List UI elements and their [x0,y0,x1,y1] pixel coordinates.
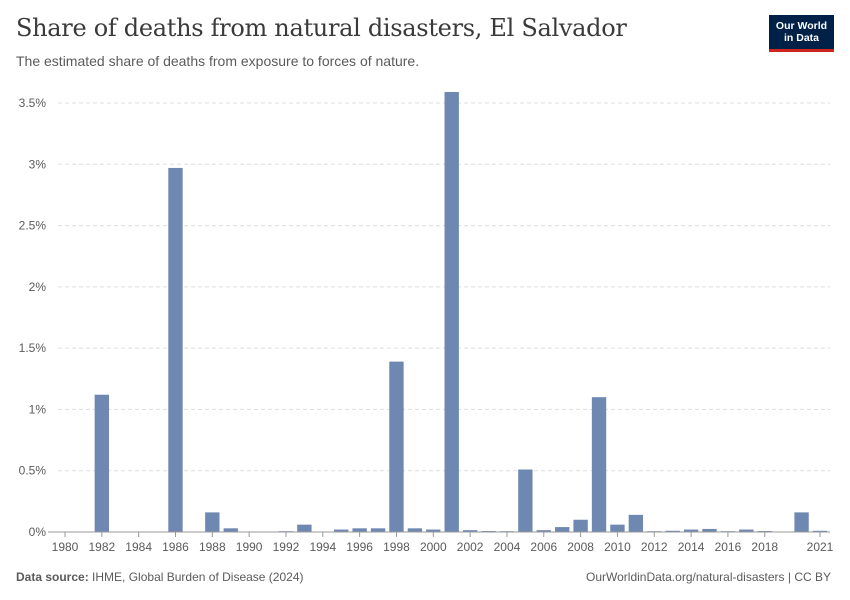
source-url[interactable]: OurWorldinData.org/natural-disasters | C… [586,570,831,584]
bar-1986[interactable] [168,167,183,532]
x-tick-label: 2000 [420,540,447,554]
data-source-link[interactable]: IHME, Global Burden of Disease (2024) [92,570,304,584]
x-tick-label: 1980 [52,540,79,554]
data-source-label: Data source: [16,570,89,584]
bar-1998[interactable] [389,361,404,532]
bar-2010[interactable] [610,524,625,532]
x-tick-label: 2016 [715,540,742,554]
logo-line-1: Our World [775,20,828,32]
bar-1993[interactable] [297,524,312,532]
x-tick-label: 1998 [383,540,410,554]
x-tick-label: 2018 [751,540,778,554]
y-tick-label: 0.5% [19,464,47,478]
bar-1999[interactable] [407,528,423,532]
x-tick-label: 2004 [494,540,521,554]
bar-2020[interactable] [794,512,809,532]
x-tick-label: 1990 [236,540,263,554]
bar-2000[interactable] [426,529,441,532]
y-tick-labels: 0% 0.5% 1% 1.5% 2% 2.5% 3% 3.5% [19,96,47,539]
owid-logo[interactable]: Our World in Data [769,15,834,52]
y-tick-label: 2.5% [19,219,47,233]
y-tick-label: 1.5% [19,341,47,355]
bar-2005[interactable] [518,469,533,532]
y-tick-label: 3% [29,157,47,171]
x-tick-label: 2012 [641,540,668,554]
bar-1988[interactable] [205,512,220,532]
data-source: Data source: IHME, Global Burden of Dise… [16,570,303,584]
y-tick-label: 2% [29,280,47,294]
x-tick-label: 1988 [199,540,226,554]
bar-2015[interactable] [702,528,717,532]
x-tick-label: 2021 [807,540,834,554]
y-tick-label: 1% [29,402,47,416]
bar-2011[interactable] [628,514,644,532]
bar-2007[interactable] [555,527,570,532]
x-tick-label: 1996 [346,540,373,554]
bar-2006[interactable] [536,530,551,532]
bar-2013[interactable] [665,530,680,532]
bar-1995[interactable] [334,529,349,532]
x-tick-label: 1994 [309,540,336,554]
bar-1989[interactable] [223,528,238,532]
x-tick-labels: 1980 1982 1984 1986 1988 1990 1992 1994 1996 1998… [52,532,834,554]
bar-2021[interactable] [812,530,828,532]
bar-2002[interactable] [462,530,478,532]
bar-2009[interactable] [591,397,607,532]
bar-2017[interactable] [739,529,754,532]
bar-1982[interactable] [94,394,110,532]
x-tick-label: 2008 [567,540,594,554]
x-tick-label: 1984 [125,540,152,554]
y-gridlines [58,102,830,472]
x-tick-label: 2010 [604,540,631,554]
bar-2001[interactable] [444,91,459,533]
x-tick-label: 2006 [530,540,557,554]
x-tick-label: 2002 [457,540,484,554]
x-tick-label: 1982 [88,540,115,554]
y-tick-label: 0% [29,525,47,539]
y-tick-label: 3.5% [19,96,47,110]
x-tick-label: 2014 [678,540,705,554]
bar-1997[interactable] [370,528,386,532]
logo-line-2: in Data [783,32,819,44]
chart-subtitle: The estimated share of deaths from expos… [16,53,420,69]
chart-title: Share of deaths from natural disasters, … [16,14,627,42]
bar-2008[interactable] [573,519,588,532]
bars [94,91,828,533]
x-tick-label: 1992 [273,540,300,554]
x-tick-label: 1986 [162,540,189,554]
bar-2014[interactable] [683,529,699,532]
bar-1996[interactable] [352,528,367,532]
